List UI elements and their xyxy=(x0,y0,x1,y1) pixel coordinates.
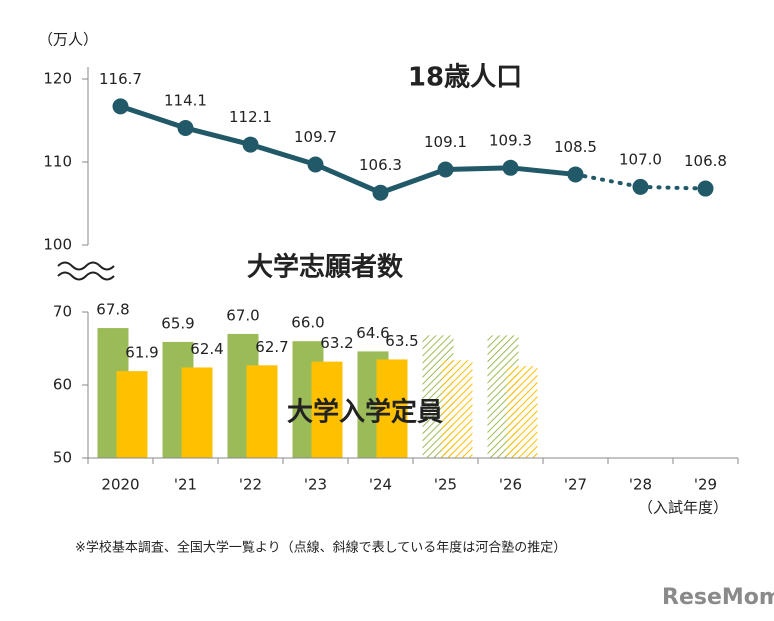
series-label: 大学入学定員 xyxy=(287,397,443,428)
point xyxy=(567,166,584,183)
value-label: 62.7 xyxy=(255,338,288,356)
x-tick-label: '22 xyxy=(239,476,262,494)
bar xyxy=(441,360,473,458)
x-axis-label: （入試年度） xyxy=(638,499,728,517)
value-label: 67.8 xyxy=(96,301,129,319)
value-label: 62.4 xyxy=(190,340,223,358)
logo: ReseMom xyxy=(662,585,774,610)
value-label: 65.9 xyxy=(161,314,194,332)
x-tick-label: '26 xyxy=(499,476,522,494)
y-tick-label: 60 xyxy=(53,376,72,394)
x-tick-label: '27 xyxy=(564,476,587,494)
x-tick-label: '28 xyxy=(629,476,652,494)
x-tick-label: '29 xyxy=(694,476,717,494)
value-label: 109.7 xyxy=(294,128,337,146)
bar xyxy=(506,366,538,458)
line-segment xyxy=(183,125,253,148)
series-label: 18歳人口 xyxy=(408,63,522,93)
point xyxy=(307,156,324,173)
y-tick-label: 120 xyxy=(43,70,72,88)
point xyxy=(697,180,714,197)
point xyxy=(177,119,194,136)
value-label: 64.6 xyxy=(356,324,389,342)
y-axis-label: （万人） xyxy=(38,31,98,49)
value-label: 106.3 xyxy=(359,156,402,174)
point xyxy=(502,159,519,176)
y-tick-label: 100 xyxy=(43,236,72,254)
y-tick-label: 70 xyxy=(53,303,72,321)
y-tick-label: 50 xyxy=(53,449,72,467)
x-tick-label: '23 xyxy=(304,476,327,494)
bar xyxy=(181,367,213,458)
point xyxy=(632,178,649,195)
line-segment xyxy=(378,166,448,196)
line-segment xyxy=(573,172,643,189)
value-label: 107.0 xyxy=(619,150,662,168)
y-tick-label: 110 xyxy=(43,153,72,171)
value-label: 108.5 xyxy=(554,138,597,156)
x-tick-label: 2020 xyxy=(101,476,139,494)
line-segment xyxy=(248,142,318,167)
line-segment xyxy=(118,103,188,131)
series-label: 大学志願者数 xyxy=(247,252,404,283)
x-tick-label: '25 xyxy=(434,476,457,494)
bar xyxy=(311,361,343,458)
line-segment xyxy=(443,165,513,172)
line-segment xyxy=(313,161,383,196)
value-label: 116.7 xyxy=(99,70,142,88)
value-label: 61.9 xyxy=(125,344,158,362)
value-label: 109.1 xyxy=(424,133,467,151)
point xyxy=(437,161,454,178)
bar xyxy=(246,365,278,458)
value-label: 112.1 xyxy=(229,108,272,126)
value-label: 63.2 xyxy=(320,334,353,352)
value-label: 109.3 xyxy=(489,131,532,149)
value-label: 67.0 xyxy=(226,306,259,324)
x-tick-label: '21 xyxy=(174,476,197,494)
point xyxy=(372,184,389,201)
value-label: 106.8 xyxy=(684,152,727,170)
bar xyxy=(116,371,148,458)
point xyxy=(242,136,259,153)
footnote: ※学校基本調査、全国大学一覧より（点線、斜線で表している年度は河合塾の推定） xyxy=(75,540,566,556)
value-label: 66.0 xyxy=(291,314,324,332)
axis-break xyxy=(57,261,115,281)
value-label: 114.1 xyxy=(164,91,207,109)
x-tick-label: '24 xyxy=(369,476,392,494)
point xyxy=(112,98,129,115)
line-segment xyxy=(638,184,708,191)
value-label: 63.5 xyxy=(385,332,418,350)
line-segment xyxy=(508,165,578,177)
bar xyxy=(376,359,408,458)
